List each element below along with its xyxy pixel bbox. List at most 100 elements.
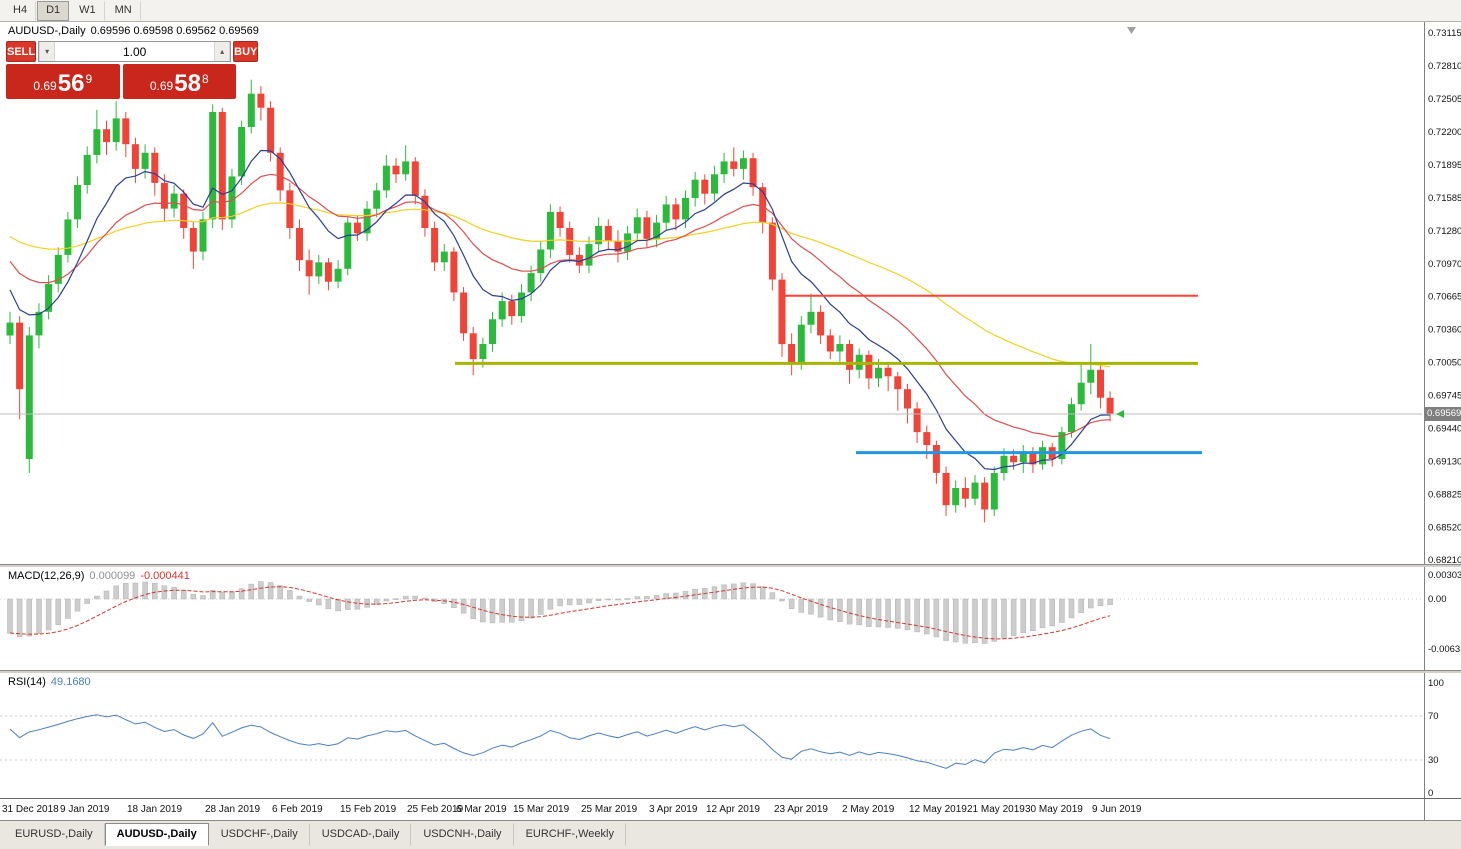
- date-label: 15 Feb 2019: [340, 804, 397, 815]
- date-label: 18 Jan 2019: [127, 804, 183, 815]
- date-label: 9 Jun 2019: [1092, 804, 1142, 815]
- timeframe-button-d1[interactable]: D1: [37, 0, 70, 21]
- scale-corner: [1424, 799, 1425, 821]
- panel-divider[interactable]: [0, 564, 1461, 567]
- svg-text:0.68825: 0.68825: [1428, 489, 1461, 500]
- svg-text:0.00: 0.00: [1428, 594, 1447, 605]
- timeframe-button-group: H4 D1 W1 MN: [4, 0, 142, 21]
- panel-divider[interactable]: [0, 670, 1461, 673]
- timeframe-toolbar: H4 D1 W1 MN: [0, 0, 1461, 22]
- chart-tab-eurusd[interactable]: EURUSD-,Daily: [3, 823, 105, 846]
- svg-text:0.69440: 0.69440: [1428, 424, 1461, 435]
- sell-price-prefix: 0.69: [33, 79, 57, 93]
- svg-text:0.69130: 0.69130: [1428, 456, 1461, 467]
- time-axis[interactable]: 31 Dec 2018 9 Jan 2019 18 Jan 2019 28 Jan 2…: [0, 798, 1461, 821]
- chart-tab-bar: EURUSD-,Daily AUDUSD-,Daily USDCHF-,Daily U…: [0, 820, 1461, 849]
- date-label: 31 Dec 2018: [2, 804, 59, 815]
- date-label: 30 May 2019: [1025, 804, 1083, 815]
- date-label: 15 Mar 2019: [513, 804, 570, 815]
- ma-mid-line: [9, 173, 1111, 438]
- buy-price-big: 58: [174, 70, 201, 97]
- buy-price-prefix: 0.69: [149, 79, 174, 93]
- svg-text:0.72505: 0.72505: [1428, 94, 1461, 105]
- sell-price-pip: 9: [85, 72, 93, 86]
- candles: [6, 79, 1114, 523]
- svg-text:0.003035: 0.003035: [1428, 570, 1461, 581]
- timeframe-button-w1[interactable]: W1: [70, 0, 105, 21]
- sell-price-big: 56: [57, 70, 85, 97]
- rsi-panel: 100 70 30 0 RSI(14) 49.1680: [0, 673, 1461, 798]
- chart-tab-usdcnh[interactable]: USDCNH-,Daily: [411, 823, 514, 846]
- buy-quote-button[interactable]: 0.69 58 8: [122, 64, 236, 99]
- timeframe-button-mn[interactable]: MN: [106, 0, 141, 21]
- price-scale[interactable]: 0.73115 0.72810 0.72505 0.72200 0.71895 0.715…: [1428, 28, 1461, 564]
- buy-price-pip: 8: [201, 72, 209, 86]
- sell-button[interactable]: SELL: [6, 41, 37, 62]
- svg-text:0.71895: 0.71895: [1428, 160, 1461, 171]
- chart-shift-marker-icon[interactable]: [1127, 27, 1136, 34]
- volume-input[interactable]: [55, 42, 215, 61]
- svg-text:0.71280: 0.71280: [1428, 226, 1461, 237]
- svg-text:70: 70: [1428, 711, 1439, 722]
- date-label: 2 May 2019: [842, 804, 895, 815]
- macd-plot[interactable]: 0.003035 0.00 -0.006310: [0, 567, 1461, 670]
- volume-spinner: ▾ ▴: [38, 41, 232, 62]
- svg-text:30: 30: [1428, 755, 1439, 766]
- rsi-name: RSI(14): [8, 676, 46, 688]
- svg-text:0.73115: 0.73115: [1428, 28, 1461, 39]
- svg-text:0.68210: 0.68210: [1428, 555, 1461, 564]
- main-chart-plot[interactable]: 0.73115 0.72810 0.72505 0.72200 0.71895 0.715…: [0, 22, 1461, 564]
- svg-text:0.70665: 0.70665: [1428, 292, 1461, 303]
- chevron-up-icon: ▴: [220, 47, 225, 56]
- rsi-label: RSI(14) 49.1680: [8, 676, 96, 688]
- date-label: 28 Jan 2019: [205, 804, 261, 815]
- macd-value: 0.000099: [89, 570, 136, 582]
- date-label: 21 May 2019: [967, 804, 1025, 815]
- svg-text:0.69745: 0.69745: [1428, 391, 1461, 402]
- date-label: 23 Apr 2019: [774, 804, 828, 815]
- macd-panel: 0.003035 0.00 -0.006310 MACD(12,26,9) 0.000…: [0, 567, 1461, 670]
- date-label: 9 Jan 2019: [60, 804, 110, 815]
- date-label: 12 May 2019: [909, 804, 967, 815]
- rsi-value: 49.1680: [50, 676, 91, 688]
- buy-button[interactable]: BUY: [233, 41, 259, 62]
- svg-text:0.70050: 0.70050: [1428, 358, 1461, 369]
- chart-tab-usdcad[interactable]: USDCAD-,Daily: [310, 823, 412, 846]
- chart-symbol-label: AUDUSD-,Daily: [8, 25, 86, 37]
- timeframe-button-h4[interactable]: H4: [4, 0, 37, 21]
- svg-text:0.72200: 0.72200: [1428, 127, 1461, 138]
- last-price-marker-icon: [1116, 410, 1125, 418]
- chart-window: 0.73115 0.72810 0.72505 0.72200 0.71895 0.715…: [0, 22, 1461, 821]
- sell-quote-button[interactable]: 0.69 56 9: [6, 64, 120, 99]
- date-label: 6 Mar 2019: [456, 804, 507, 815]
- svg-text:0.72810: 0.72810: [1428, 61, 1461, 72]
- chart-tab-eurchf[interactable]: EURCHF-,Weekly: [514, 823, 626, 846]
- ma-fast-line: [9, 149, 1111, 471]
- svg-text:0.68520: 0.68520: [1428, 522, 1461, 533]
- macd-signal-line: [9, 586, 1111, 640]
- volume-decrease-button[interactable]: ▾: [39, 42, 56, 61]
- chart-tab-audusd[interactable]: AUDUSD-,Daily: [104, 823, 209, 846]
- main-chart-panel: 0.73115 0.72810 0.72505 0.72200 0.71895 0.715…: [0, 22, 1461, 564]
- svg-text:-0.006310: -0.006310: [1428, 644, 1461, 655]
- chart-tab-usdchf[interactable]: USDCHF-,Daily: [209, 823, 310, 846]
- chart-title: AUDUSD-,Daily 0.69596 0.69598 0.69562 0.6…: [8, 25, 264, 37]
- svg-text:0: 0: [1428, 788, 1433, 798]
- svg-text:0.70970: 0.70970: [1428, 259, 1461, 270]
- chart-ohlc-values: 0.69596 0.69598 0.69562 0.69569: [90, 25, 259, 37]
- volume-increase-button[interactable]: ▴: [214, 42, 231, 61]
- date-label: 12 Apr 2019: [706, 804, 760, 815]
- rsi-plot[interactable]: 100 70 30 0: [0, 673, 1461, 798]
- date-label: 25 Feb 2019: [407, 804, 464, 815]
- svg-text:100: 100: [1428, 678, 1444, 689]
- svg-text:0.70360: 0.70360: [1428, 325, 1461, 336]
- chevron-down-icon: ▾: [45, 47, 50, 56]
- svg-text:0.71585: 0.71585: [1428, 193, 1461, 204]
- macd-histogram: [7, 581, 1113, 644]
- date-label: 6 Feb 2019: [272, 804, 323, 815]
- date-label: 3 Apr 2019: [649, 804, 698, 815]
- current-price-badge: 0.69569: [1425, 407, 1461, 421]
- date-label: 25 Mar 2019: [581, 804, 638, 815]
